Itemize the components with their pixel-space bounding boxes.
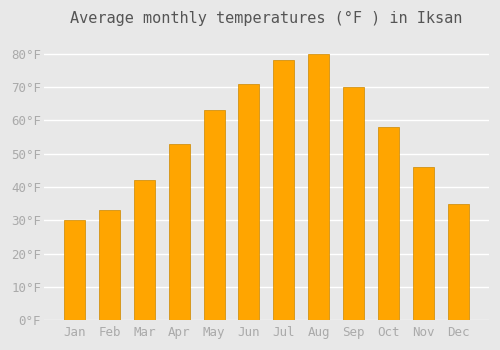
- Bar: [64, 220, 85, 320]
- Bar: [413, 167, 434, 320]
- Bar: [168, 144, 190, 320]
- Bar: [204, 110, 225, 320]
- Bar: [274, 60, 294, 320]
- Bar: [238, 84, 260, 320]
- Bar: [308, 54, 329, 320]
- Bar: [343, 87, 364, 320]
- Bar: [134, 180, 155, 320]
- Bar: [448, 204, 468, 320]
- Title: Average monthly temperatures (°F ) in Iksan: Average monthly temperatures (°F ) in Ik…: [70, 11, 462, 26]
- Bar: [378, 127, 399, 320]
- Bar: [99, 210, 120, 320]
